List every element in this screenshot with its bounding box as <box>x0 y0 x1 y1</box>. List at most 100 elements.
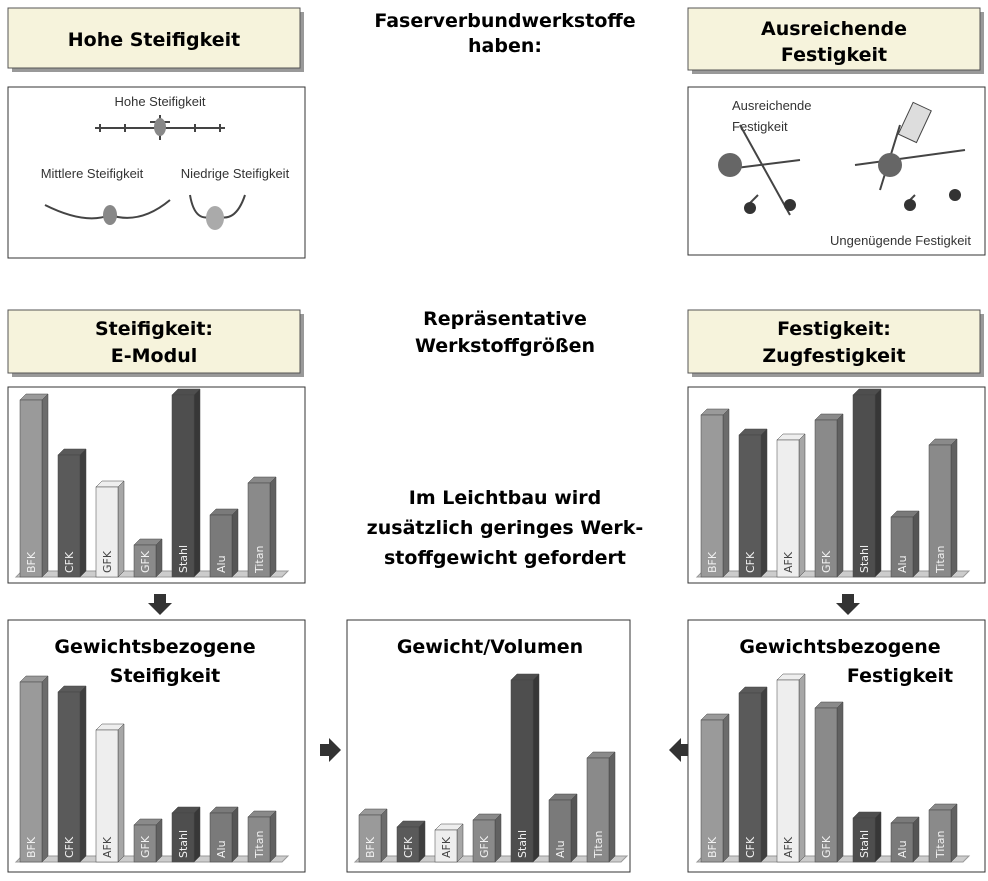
middle-title: Repräsentative <box>423 308 587 330</box>
arrow <box>836 594 860 615</box>
box-title: Festigkeit <box>781 44 887 66</box>
bar-label: CFK <box>744 551 757 573</box>
bar-label: CFK <box>744 836 757 858</box>
bar-side <box>609 752 615 862</box>
bar-label: BFK <box>706 836 719 858</box>
bar-side <box>913 511 919 577</box>
label: Hohe Steifigkeit <box>114 94 205 109</box>
chart-title: Festigkeit <box>847 665 953 687</box>
arrow <box>669 738 690 762</box>
bar-side <box>232 509 238 577</box>
bar <box>739 693 761 862</box>
bar-side <box>951 439 957 577</box>
chart-title: Festigkeit: <box>777 318 891 340</box>
bar-label: GFK <box>139 835 152 858</box>
bar-label: Stahl <box>516 830 529 858</box>
bar-label: AFK <box>101 836 114 858</box>
bar-side <box>799 434 805 577</box>
bar-side <box>270 477 276 577</box>
chart-title: Zugfestigkeit <box>762 345 905 367</box>
bar-label: AFK <box>782 551 795 573</box>
bar-label: Titan <box>934 546 947 574</box>
bar-side <box>875 389 881 577</box>
bar-label: Alu <box>215 840 228 858</box>
bar-label: Titan <box>253 831 266 859</box>
bar-label: GFK <box>101 550 114 573</box>
label: Mittlere Steifigkeit <box>41 166 144 181</box>
bar-side <box>118 481 124 577</box>
chart-title: Gewicht/Volumen <box>397 636 583 658</box>
bar <box>20 400 42 577</box>
box-title: Ausreichende <box>761 18 907 40</box>
label: Ungenügende Festigkeit <box>830 233 971 248</box>
bar-side <box>457 824 463 862</box>
note: Im Leichtbau wird <box>409 487 601 509</box>
label: Niedrige Steifigkeit <box>181 166 290 181</box>
bar-side <box>837 702 843 862</box>
bar-side <box>156 539 162 577</box>
bar-label: Stahl <box>858 545 871 573</box>
bar-side <box>723 409 729 577</box>
arrow <box>320 738 341 762</box>
bar-side <box>761 687 767 862</box>
bar-label: AFK <box>782 836 795 858</box>
arrow <box>148 594 172 615</box>
bar-label: CFK <box>63 836 76 858</box>
bar-side <box>495 814 501 862</box>
bar-side <box>951 804 957 862</box>
bar <box>777 680 799 862</box>
chart-title: Gewichtsbezogene <box>739 636 940 658</box>
bar-side <box>419 821 425 862</box>
bar-side <box>723 714 729 862</box>
bar-side <box>156 819 162 862</box>
label: Ausreichende <box>732 98 812 113</box>
bar-side <box>571 794 577 862</box>
middle-title: Werkstoffgrößen <box>415 335 595 357</box>
bar-side <box>194 389 200 577</box>
bar-label: GFK <box>820 550 833 573</box>
note: zusätzlich geringes Werk- <box>367 517 644 539</box>
bar-label: Stahl <box>177 830 190 858</box>
bar-label: Titan <box>253 546 266 574</box>
bar-side <box>194 807 200 862</box>
bar-label: Alu <box>215 555 228 573</box>
bar-label: Alu <box>896 555 909 573</box>
bar-label: Alu <box>554 840 567 858</box>
bar-side <box>80 686 86 862</box>
page: Hohe Steifigkeit Faserverbundwerkstoffe … <box>0 0 988 881</box>
bar-side <box>42 394 48 577</box>
bar-label: Stahl <box>858 830 871 858</box>
bar <box>20 682 42 862</box>
bar-label: GFK <box>820 835 833 858</box>
bar-side <box>837 414 843 577</box>
bar-label: BFK <box>364 836 377 858</box>
bar-label: Alu <box>896 840 909 858</box>
bar-side <box>42 676 48 862</box>
chart-title: Gewichtsbezogene <box>54 636 255 658</box>
bar-side <box>913 817 919 862</box>
note: stoffgewicht gefordert <box>384 547 626 569</box>
bar-side <box>118 724 124 862</box>
bar-side <box>875 812 881 862</box>
box-title: Hohe Steifigkeit <box>68 29 240 51</box>
intro-title: haben: <box>468 35 542 57</box>
bar-label: Stahl <box>177 545 190 573</box>
bar-label: GFK <box>139 550 152 573</box>
bar-label: Titan <box>934 831 947 859</box>
bar-side <box>533 674 539 862</box>
chart-title: E-Modul <box>111 345 197 367</box>
bar <box>58 692 80 862</box>
chart-title: Steifigkeit <box>110 665 220 687</box>
bar-label: GFK <box>478 835 491 858</box>
bar-side <box>799 674 805 862</box>
bar-label: Titan <box>592 831 605 859</box>
bar-label: AFK <box>440 836 453 858</box>
bar-label: CFK <box>402 836 415 858</box>
intro-title: Faserverbundwerkstoffe <box>374 10 635 32</box>
chart-title: Steifigkeit: <box>95 318 213 340</box>
bar-label: BFK <box>25 551 38 573</box>
bar-side <box>270 811 276 862</box>
bar-side <box>761 429 767 577</box>
bar-label: BFK <box>706 551 719 573</box>
bar-side <box>381 809 387 862</box>
